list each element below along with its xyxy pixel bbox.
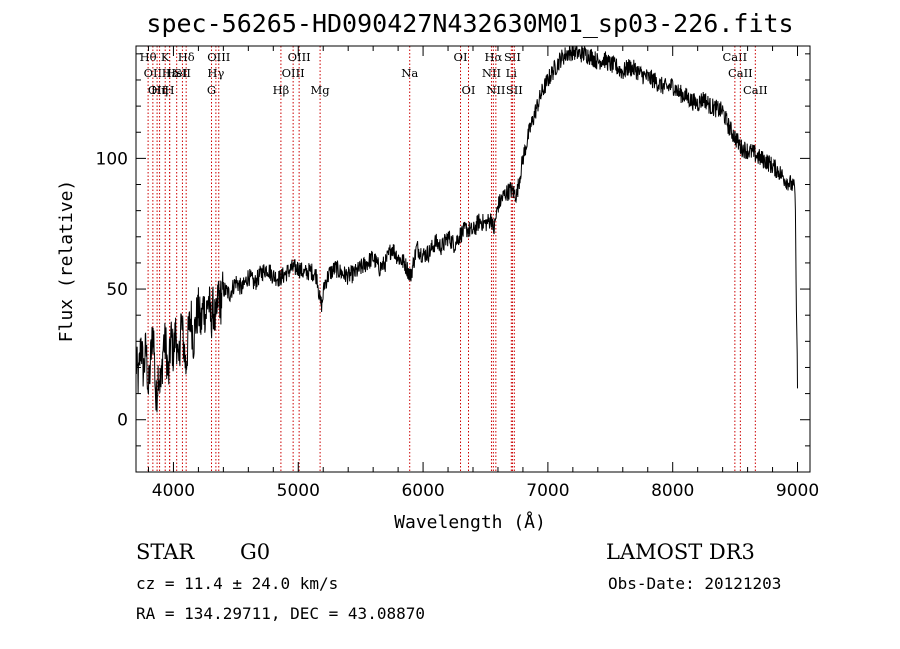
line-marker-label: Hε: [162, 66, 178, 80]
x-tick-label: 4000: [152, 481, 195, 501]
x-tick-label: 6000: [401, 481, 444, 501]
line-markers: HθOIIOIIHηKHHεHeISIIHδGHγOIIIHβOIIIOIIIM…: [140, 46, 768, 472]
line-marker-label: OIII: [288, 50, 311, 64]
x-tick-label: 5000: [277, 481, 320, 501]
line-marker-label: Hγ: [207, 66, 224, 80]
x-tick-label: 8000: [651, 481, 694, 501]
object-class: STAR: [136, 540, 195, 564]
x-tick-label: 9000: [776, 481, 819, 501]
line-marker-label: CaII: [728, 66, 753, 80]
survey-name: LAMOST DR3: [606, 540, 755, 564]
y-axis-label: Flux (relative): [56, 180, 77, 343]
line-marker-label: Hβ: [273, 83, 290, 97]
series-group: [135, 45, 798, 413]
x-tick-label: 7000: [526, 481, 569, 501]
line-marker-label: Hθ: [140, 50, 157, 64]
line-marker-label: Na: [401, 66, 418, 80]
coordinates-readout: RA = 134.29711, DEC = 43.08870: [136, 604, 425, 623]
redshift-readout: cz = 11.4 ± 24.0 km/s: [136, 574, 338, 593]
y-tick-label: 0: [117, 411, 128, 431]
line-marker-label: Hα: [484, 50, 502, 64]
line-marker-label: SII: [174, 66, 191, 80]
line-marker-label: NII: [482, 66, 501, 80]
line-marker-label: Hδ: [178, 50, 195, 64]
line-marker-label: OI: [454, 50, 468, 64]
object-subclass: G0: [240, 540, 270, 564]
line-marker-label: CaII: [743, 83, 768, 97]
y-tick-label: 50: [106, 280, 128, 300]
line-marker-label: OII: [148, 83, 167, 97]
line-marker-label: SII: [506, 83, 523, 97]
line-marker-label: SII: [504, 50, 521, 64]
line-marker-label: G: [207, 83, 216, 97]
line-marker-label: OI: [462, 83, 476, 97]
line-marker-label: Li: [506, 66, 518, 80]
line-marker-label: CaII: [722, 50, 747, 64]
spectrum-line: [135, 45, 798, 413]
line-marker-label: OII: [144, 66, 163, 80]
line-marker-label: OIII: [207, 50, 230, 64]
y-tick-label: 100: [96, 149, 128, 169]
line-marker-label: Mg: [311, 83, 331, 97]
line-marker-label: NII: [486, 83, 505, 97]
x-axis-label: Wavelength (Å): [394, 511, 546, 533]
line-marker-label: H: [165, 83, 175, 97]
line-marker-label: HeI: [166, 66, 187, 80]
obs-date: Obs-Date: 20121203: [608, 574, 781, 593]
line-marker-label: K: [161, 50, 170, 64]
line-marker-label: OIII: [282, 66, 305, 80]
line-marker-label: Hη: [151, 83, 168, 97]
chart-title: spec-56265-HD090427N432630M01_sp03-226.f…: [146, 9, 793, 38]
plot-frame: [135, 45, 811, 473]
axis-ticks: 4000 5000 6000 7000 8000 9000 0 50 100: [96, 46, 819, 501]
